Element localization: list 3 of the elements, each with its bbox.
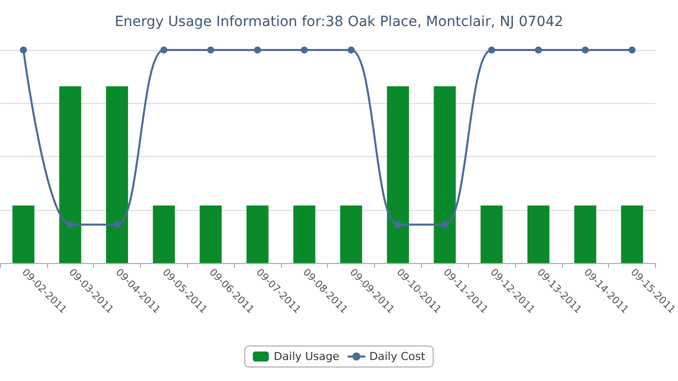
legend-label: Daily Usage	[274, 350, 340, 363]
legend-label: Daily Cost	[369, 350, 426, 363]
chart-title: Energy Usage Information for:38 Oak Place, Montclair, NJ 07042	[114, 14, 564, 30]
